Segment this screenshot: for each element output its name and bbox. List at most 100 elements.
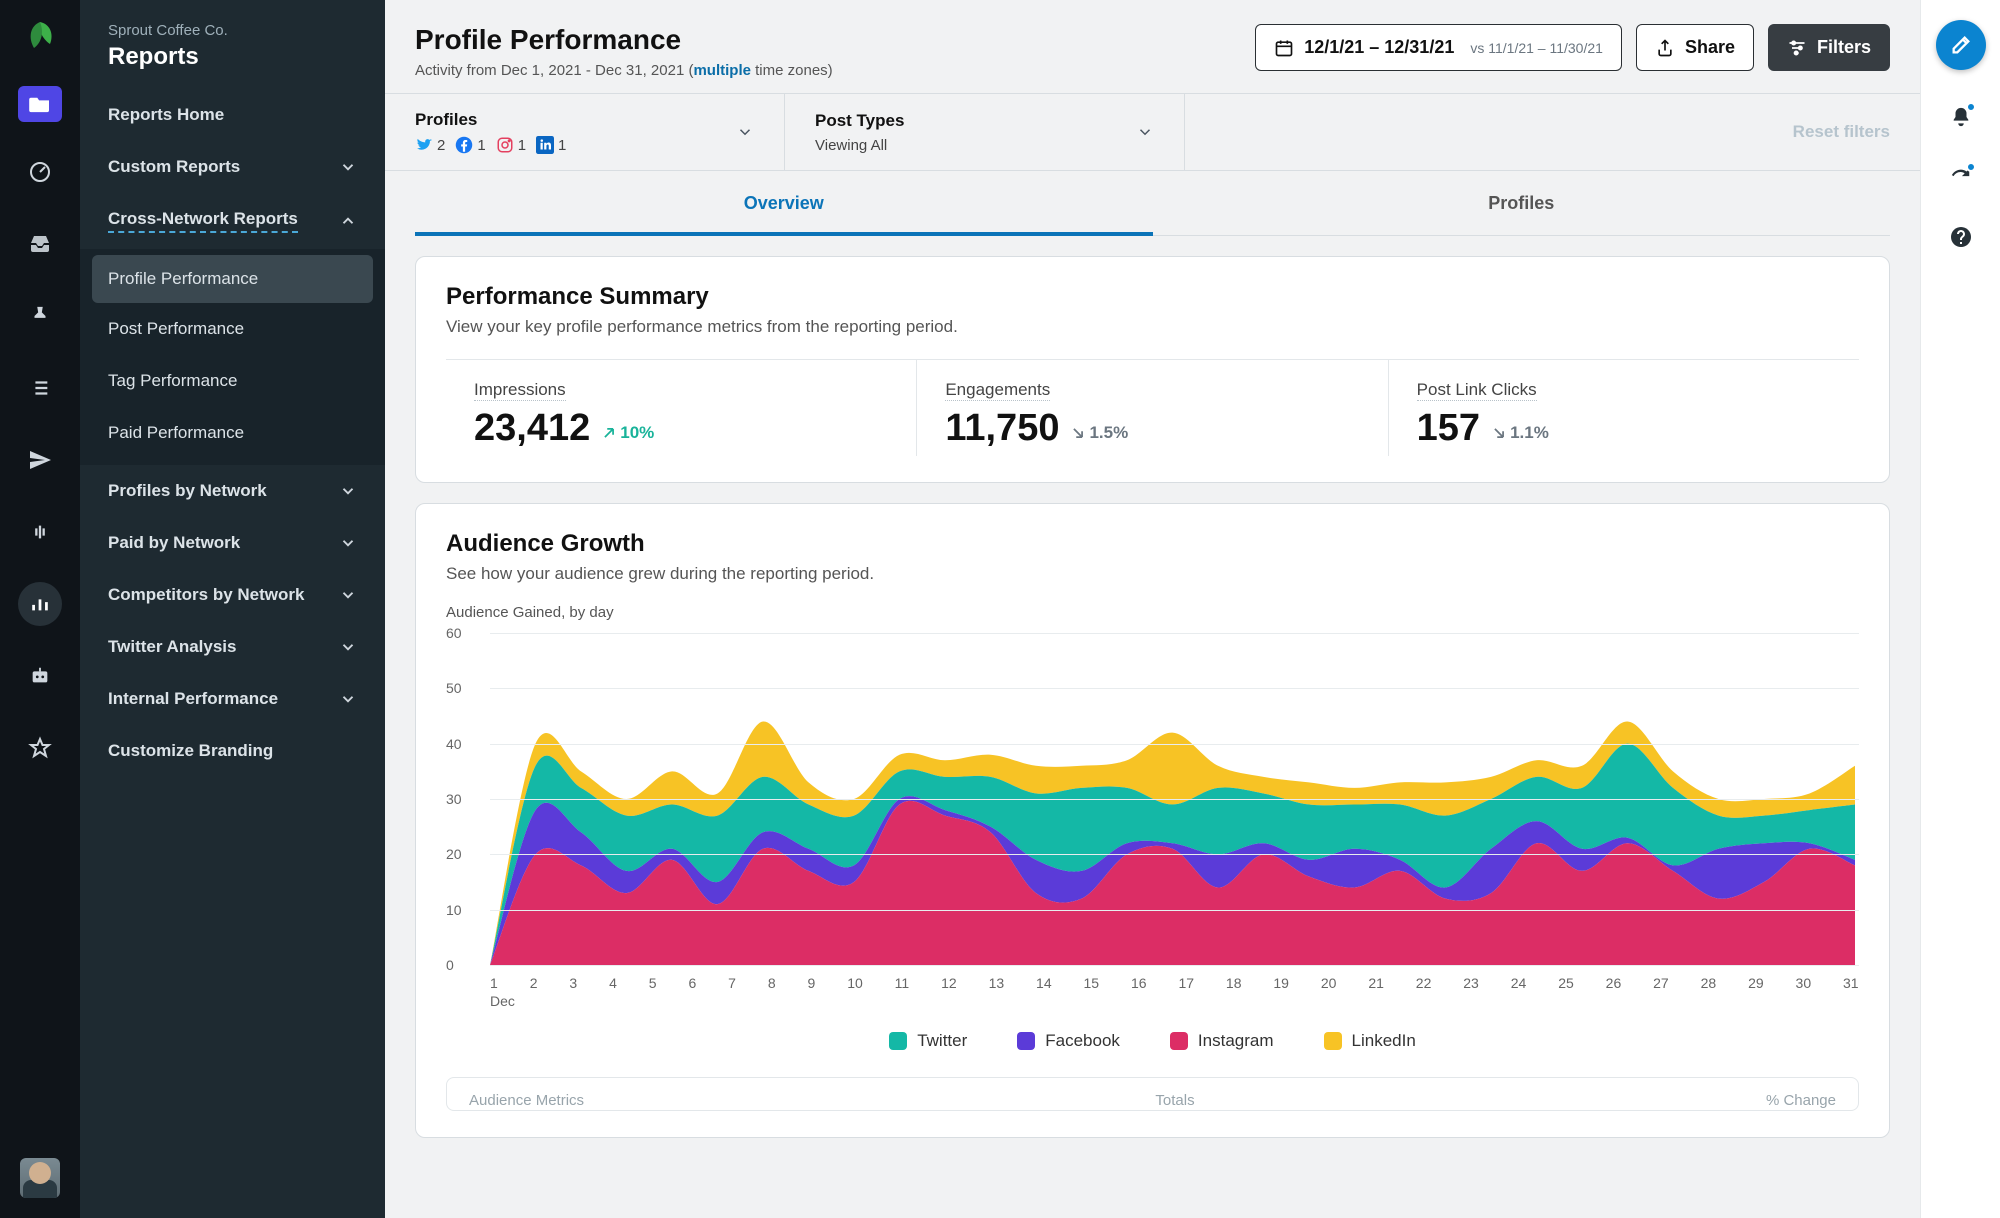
org-header: Sprout Coffee Co. Reports: [80, 22, 385, 89]
nav-label: Internal Performance: [108, 689, 278, 709]
rail-gauge-icon[interactable]: [18, 150, 62, 194]
sprout-logo[interactable]: [20, 18, 60, 58]
nav-cross-network[interactable]: Cross-Network Reports: [80, 193, 385, 249]
share-button[interactable]: Share: [1636, 24, 1754, 71]
nav-subsection: Profile Performance Post Performance Tag…: [80, 249, 385, 465]
reset-filters[interactable]: Reset filters: [1763, 94, 1920, 170]
filter-value: Viewing All: [815, 137, 904, 154]
rail-reports-icon[interactable]: [18, 582, 62, 626]
page-header: Profile Performance Activity from Dec 1,…: [385, 0, 1920, 94]
legend-swatch: [1017, 1032, 1035, 1050]
nav-internal-performance[interactable]: Internal Performance: [80, 673, 385, 725]
legend-label: Twitter: [917, 1031, 967, 1051]
chart-x-axis: 1234567891011121314151617181920212223242…: [446, 969, 1859, 991]
rail-audio-icon[interactable]: [18, 510, 62, 554]
nav-competitors-by-network[interactable]: Competitors by Network: [80, 569, 385, 621]
nav-twitter-analysis[interactable]: Twitter Analysis: [80, 621, 385, 673]
legend-item[interactable]: LinkedIn: [1324, 1031, 1416, 1051]
twitter-count: 2: [415, 136, 445, 154]
company-name: Sprout Coffee Co.: [108, 22, 357, 39]
nav-label: Cross-Network Reports: [108, 209, 298, 233]
nav-label: Tag Performance: [108, 371, 237, 391]
metric-engagements: Engagements 11,750 1.5%: [917, 360, 1388, 456]
filter-post-types[interactable]: Post Types Viewing All: [785, 94, 1185, 170]
main-content: Profile Performance Activity from Dec 1,…: [385, 0, 1920, 1218]
legend-label: LinkedIn: [1352, 1031, 1416, 1051]
metric-label: Impressions: [474, 380, 566, 401]
compose-button[interactable]: [1936, 20, 1986, 70]
chevron-down-icon: [339, 586, 357, 604]
metrics-row: Impressions 23,412 10% Engagements 11,75…: [446, 359, 1859, 456]
linkedin-count: 1: [536, 136, 566, 154]
page-subtitle: Activity from Dec 1, 2021 - Dec 31, 2021…: [415, 62, 833, 79]
notifications-icon[interactable]: [1948, 104, 1974, 130]
date-range-text: 12/1/21 – 12/31/21: [1304, 37, 1454, 58]
rail-list-icon[interactable]: [18, 366, 62, 410]
rail-bot-icon[interactable]: [18, 654, 62, 698]
rail-inbox-icon[interactable]: [18, 222, 62, 266]
share-icon: [1655, 38, 1675, 58]
date-range-button[interactable]: 12/1/21 – 12/31/21 vs 11/1/21 – 11/30/21: [1255, 24, 1622, 71]
nav-label: Twitter Analysis: [108, 637, 236, 657]
nav-label: Reports Home: [108, 105, 224, 125]
tab-profiles[interactable]: Profiles: [1153, 171, 1891, 236]
legend-swatch: [1170, 1032, 1188, 1050]
nav-customize-branding[interactable]: Customize Branding: [80, 725, 385, 777]
metric-value: 23,412: [474, 407, 590, 450]
metric-delta: 10%: [602, 423, 654, 443]
rail-pin-icon[interactable]: [18, 294, 62, 338]
card-desc: View your key profile performance metric…: [446, 317, 1859, 337]
share-label: Share: [1685, 37, 1735, 58]
nav-label: Profile Performance: [108, 269, 258, 289]
metric-impressions: Impressions 23,412 10%: [446, 360, 917, 456]
table-col-3: % Change: [1766, 1092, 1836, 1106]
metric-label: Engagements: [945, 380, 1050, 401]
audience-growth-card: Audience Growth See how your audience gr…: [415, 503, 1890, 1138]
legend-item[interactable]: Instagram: [1170, 1031, 1274, 1051]
nav-reports-home[interactable]: Reports Home: [80, 89, 385, 141]
legend-item[interactable]: Facebook: [1017, 1031, 1120, 1051]
instagram-count: 1: [496, 136, 526, 154]
notification-dot: [1966, 102, 1976, 112]
chevron-down-icon: [339, 158, 357, 176]
nav-label: Paid Performance: [108, 423, 244, 443]
chart-legend: Twitter Facebook Instagram LinkedIn: [446, 1031, 1859, 1051]
nav-paid-by-network[interactable]: Paid by Network: [80, 517, 385, 569]
tab-overview[interactable]: Overview: [415, 171, 1153, 236]
nav-label: Competitors by Network: [108, 585, 304, 605]
nav-profiles-by-network[interactable]: Profiles by Network: [80, 465, 385, 517]
chart-title: Audience Gained, by day: [446, 604, 1859, 621]
rail-folder[interactable]: [18, 86, 62, 122]
metric-value: 157: [1417, 407, 1480, 450]
filter-label: Post Types: [815, 111, 904, 131]
feedback-icon[interactable]: [1948, 164, 1974, 190]
nav-paid-performance[interactable]: Paid Performance: [80, 407, 385, 459]
timezone-link[interactable]: multiple: [693, 62, 751, 79]
rail-send-icon[interactable]: [18, 438, 62, 482]
date-compare-text: vs 11/1/21 – 11/30/21: [1470, 40, 1603, 56]
filters-button[interactable]: Filters: [1768, 24, 1890, 71]
help-icon[interactable]: [1948, 224, 1974, 250]
filter-profiles[interactable]: Profiles 2 1 1: [385, 94, 785, 170]
rail-star-icon[interactable]: [18, 726, 62, 770]
user-avatar[interactable]: [20, 1158, 60, 1198]
metric-value: 11,750: [945, 407, 1059, 450]
legend-item[interactable]: Twitter: [889, 1031, 967, 1051]
chevron-down-icon: [339, 638, 357, 656]
chart-x-month: Dec: [446, 993, 1859, 1009]
filter-profiles-value: 2 1 1 1: [415, 136, 566, 154]
nav-profile-performance[interactable]: Profile Performance: [92, 255, 373, 303]
legend-swatch: [889, 1032, 907, 1050]
nav-tag-performance[interactable]: Tag Performance: [80, 355, 385, 407]
metric-delta: 1.1%: [1492, 423, 1549, 443]
nav-label: Customize Branding: [108, 741, 273, 761]
nav-custom-reports[interactable]: Custom Reports: [80, 141, 385, 193]
audience-chart: 0102030405060: [446, 629, 1859, 969]
legend-label: Instagram: [1198, 1031, 1274, 1051]
legend-label: Facebook: [1045, 1031, 1120, 1051]
metric-delta: 1.5%: [1071, 423, 1128, 443]
nav-post-performance[interactable]: Post Performance: [80, 303, 385, 355]
nav-label: Custom Reports: [108, 157, 240, 177]
chevron-down-icon: [339, 534, 357, 552]
filters-icon: [1787, 38, 1807, 58]
